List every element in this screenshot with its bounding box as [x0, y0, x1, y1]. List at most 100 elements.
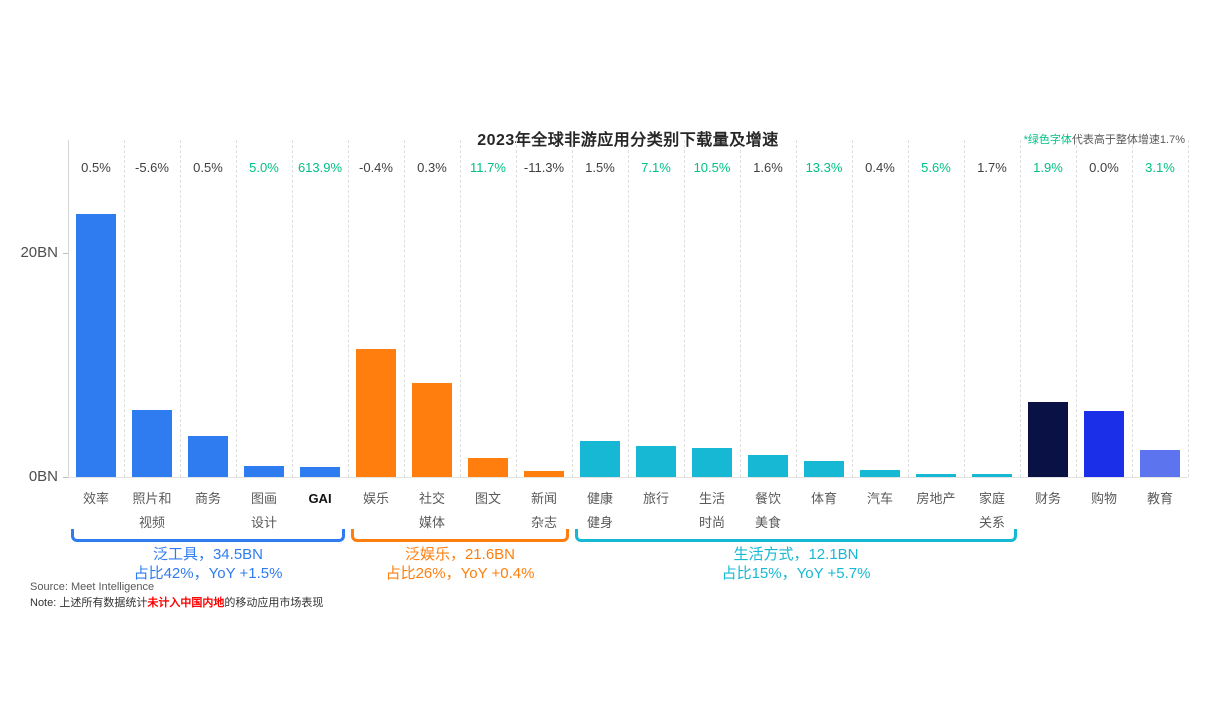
chart-title: 2023年全球非游应用分类别下载量及增速 — [477, 132, 779, 149]
growth-label: -11.3% — [523, 160, 565, 175]
bar-3 — [244, 466, 284, 477]
growth-label: 1.6% — [753, 160, 783, 175]
category-label: GAI — [308, 491, 332, 506]
category-label: 图画 设计 — [250, 491, 277, 530]
growth-label: 0.3% — [417, 160, 447, 175]
bar-4 — [300, 467, 340, 477]
growth-label: 0.4% — [865, 160, 895, 175]
growth-label: 1.5% — [585, 160, 615, 175]
category-label: 体育 — [810, 491, 837, 506]
gridline — [628, 140, 629, 477]
growth-label: 1.7% — [977, 160, 1007, 175]
green-font-annotation-highlight: *绿色字体 — [1023, 134, 1072, 146]
category-label: 娱乐 — [362, 491, 389, 506]
gridline — [908, 140, 909, 477]
category-label: 生活 时尚 — [698, 491, 725, 530]
growth-label: -5.6% — [135, 160, 169, 175]
bar-13 — [804, 461, 844, 477]
bar-18 — [1084, 411, 1124, 477]
bar-12 — [748, 455, 788, 477]
gridline — [1132, 140, 1133, 477]
category-label: 购物 — [1090, 491, 1117, 506]
gridline — [460, 140, 461, 477]
growth-label: 0.0% — [1089, 160, 1119, 175]
gridline — [740, 140, 741, 477]
bar-2 — [188, 436, 228, 477]
gridline — [124, 140, 125, 477]
gridline — [292, 140, 293, 477]
group-summary-0: 泛工具，34.5BN 占比42%，YoY +1.5% — [71, 545, 345, 583]
growth-label: 1.9% — [1033, 160, 1063, 175]
growth-label: 10.5% — [693, 160, 731, 175]
x-axis-line — [68, 477, 1188, 478]
growth-label: -0.4% — [359, 160, 393, 175]
note-suffix: 的移动应用市场表现 — [224, 597, 324, 609]
group-summary-line2: 占比42%，YoY +1.5% — [133, 565, 283, 582]
y-axis-tick-label: 20BN — [20, 244, 58, 261]
gridline — [516, 140, 517, 477]
bar-17 — [1028, 402, 1068, 477]
category-label: 财务 — [1034, 491, 1061, 506]
gridline — [348, 140, 349, 477]
category-label: 新闻 杂志 — [530, 491, 557, 530]
gridline — [572, 140, 573, 477]
bar-16 — [972, 474, 1012, 477]
growth-label: 0.5% — [81, 160, 111, 175]
bar-1 — [132, 410, 172, 477]
growth-label: 613.9% — [297, 160, 343, 175]
bar-10 — [636, 446, 676, 477]
bar-14 — [860, 470, 900, 477]
bar-9 — [580, 441, 620, 477]
gridline — [404, 140, 405, 477]
category-label: 房地产 — [916, 491, 956, 506]
gridline — [796, 140, 797, 477]
bar-0 — [76, 214, 116, 477]
group-summary-line1: 生活方式，12.1BN — [733, 546, 859, 563]
category-label: 商务 — [194, 491, 221, 506]
bar-11 — [692, 448, 732, 477]
gridline — [852, 140, 853, 477]
gridline — [1188, 140, 1189, 477]
category-label: 效率 — [82, 491, 109, 506]
bar-19 — [1140, 450, 1180, 477]
group-summary-line2: 占比15%，YoY +5.7% — [721, 565, 871, 582]
category-label: 汽车 — [866, 491, 893, 506]
group-bracket-1 — [351, 529, 569, 542]
gridline — [236, 140, 237, 477]
bar-7 — [468, 458, 508, 477]
gridline — [1020, 140, 1021, 477]
group-summary-1: 泛娱乐，21.6BN 占比26%，YoY +0.4% — [351, 545, 569, 583]
data-scope-note: Note: 上述所有数据统计未计入中国内地的移动应用市场表现 — [30, 594, 323, 610]
bar-15 — [916, 474, 956, 477]
group-summary-2: 生活方式，12.1BN 占比15%，YoY +5.7% — [575, 545, 1017, 583]
gridline — [684, 140, 685, 477]
growth-label: 7.1% — [641, 160, 671, 175]
group-summary-line1: 泛工具，34.5BN — [152, 546, 264, 563]
growth-label: 5.0% — [249, 160, 279, 175]
bar-5 — [356, 349, 396, 477]
growth-label: 0.5% — [193, 160, 223, 175]
category-label: 餐饮 美食 — [754, 491, 781, 530]
green-font-annotation-rest: 代表高于整体增速1.7% — [1071, 134, 1185, 146]
y-axis-tick-label: 0BN — [28, 468, 58, 485]
note-prefix: Note: 上述所有数据统计 — [30, 597, 148, 609]
note-highlight: 未计入中国内地 — [147, 597, 225, 609]
group-summary-line1: 泛娱乐，21.6BN — [404, 546, 516, 563]
category-label: 家庭 关系 — [978, 491, 1005, 530]
y-axis-line — [68, 140, 69, 477]
y-axis-tick — [63, 477, 68, 478]
bar-8 — [524, 471, 564, 477]
category-label: 旅行 — [642, 491, 669, 506]
gridline — [180, 140, 181, 477]
growth-label: 13.3% — [805, 160, 843, 175]
growth-label: 5.6% — [921, 160, 951, 175]
source-note: Source: Meet Intelligence — [30, 581, 155, 593]
group-summary-line2: 占比26%，YoY +0.4% — [385, 565, 535, 582]
group-bracket-0 — [71, 529, 345, 542]
category-label: 照片和 视频 — [132, 491, 172, 530]
y-axis-tick — [63, 253, 68, 254]
bar-6 — [412, 383, 452, 477]
category-label: 社交 媒体 — [418, 491, 445, 530]
group-bracket-2 — [575, 529, 1017, 542]
